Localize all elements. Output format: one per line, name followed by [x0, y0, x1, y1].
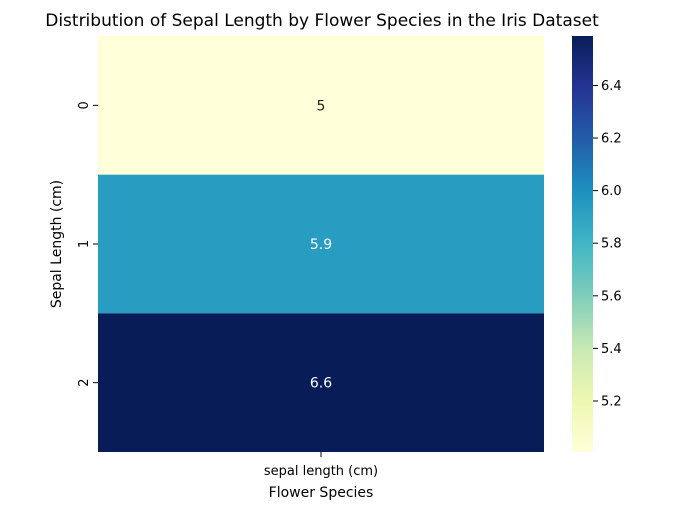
heatmap-cell: [98, 174, 544, 314]
heatmap-annotations: 5 5.9 6.6: [310, 98, 332, 391]
colorbar-tick-label: 6.0: [601, 184, 622, 199]
chart-title: Distribution of Sepal Length by Flower S…: [45, 11, 599, 31]
cell-annotation: 6.6: [310, 376, 332, 392]
heatmap-cell: [98, 313, 544, 452]
colorbar-tick-label: 5.2: [601, 394, 622, 409]
x-axis-ticks: sepal length (cm): [264, 452, 378, 479]
heatmap-cell: [98, 36, 544, 175]
colorbar-ticks: 5.2 5.4 5.6 5.8 6.0 6.2 6.4: [593, 79, 622, 409]
colorbar-tick-label: 5.8: [601, 237, 622, 252]
cell-annotation: 5: [317, 98, 326, 114]
cell-annotation: 5.9: [310, 237, 332, 253]
colorbar-tick-label: 5.6: [601, 289, 622, 304]
x-tick-label: sepal length (cm): [264, 464, 378, 479]
colorbar: [572, 36, 593, 452]
colorbar-tick-label: 6.4: [601, 79, 622, 94]
colorbar-tick-label: 6.2: [601, 132, 622, 147]
y-axis-ticks: 0 1 2: [77, 101, 98, 387]
x-axis-label: Flower Species: [269, 485, 374, 501]
y-tick-label: 0: [77, 101, 92, 109]
y-axis-label: Sepal Length (cm): [49, 180, 65, 308]
heatmap-cells: [98, 36, 544, 452]
y-tick-label: 1: [77, 240, 92, 248]
y-tick-label: 2: [77, 379, 92, 387]
colorbar-tick-label: 5.4: [601, 342, 622, 357]
